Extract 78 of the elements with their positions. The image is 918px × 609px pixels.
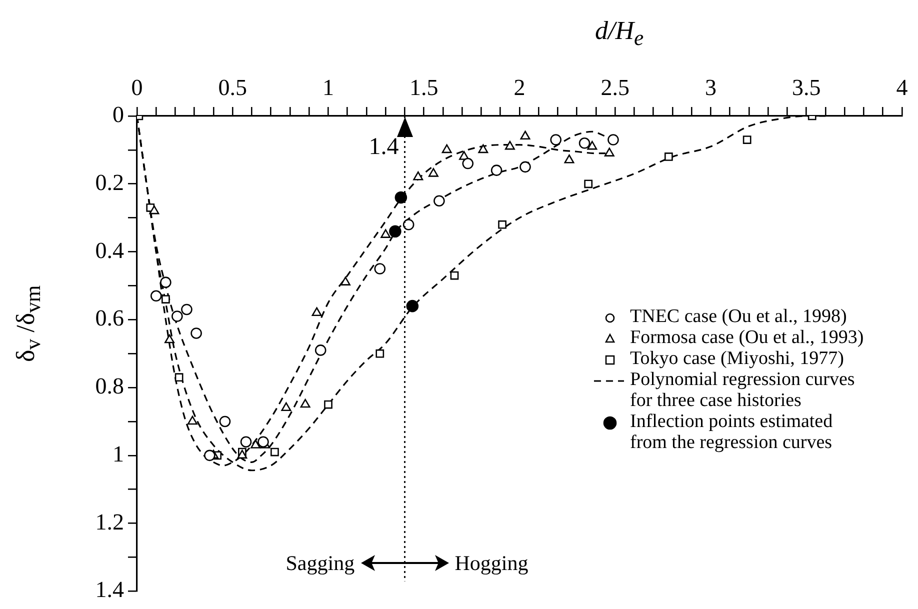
annotation: Sagging	[286, 550, 355, 576]
legend-label: Tokyo case (Miyoshi, 1977)	[630, 348, 844, 369]
point	[258, 436, 269, 448]
point	[459, 151, 470, 160]
x-tick-label: 1.5	[410, 75, 438, 100]
x-tick-label: 2	[514, 75, 526, 100]
point	[160, 276, 172, 288]
point	[187, 416, 198, 425]
point	[380, 229, 391, 238]
point	[442, 144, 452, 154]
point	[520, 130, 530, 140]
legend-label: Formosa case (Ou et al., 1993)	[630, 327, 864, 348]
point	[498, 220, 506, 229]
point	[564, 154, 574, 164]
point	[270, 448, 279, 456]
point	[340, 276, 350, 286]
x-tick-label: 0	[131, 75, 143, 100]
x-tick-label: 3	[705, 75, 716, 100]
point	[164, 334, 174, 344]
point	[190, 328, 202, 339]
x-tick-label: 3.5	[792, 75, 821, 100]
point	[314, 344, 326, 356]
point	[376, 349, 384, 358]
legend-label: Polynomial regression curves for three case histories	[630, 369, 856, 411]
point	[434, 195, 445, 207]
point	[490, 164, 502, 176]
x-tick-label: 2.5	[600, 75, 630, 100]
point	[250, 440, 261, 448]
x-axis-title: d/H$_{e}$	[595, 16, 644, 52]
point	[204, 450, 216, 462]
point	[504, 140, 515, 150]
point	[742, 136, 752, 144]
point	[237, 450, 248, 459]
point	[413, 171, 424, 180]
point	[389, 225, 402, 238]
point	[402, 218, 414, 230]
point	[300, 398, 310, 408]
y-tick-label: 0.2	[95, 170, 124, 195]
point	[608, 134, 619, 146]
annotation: Hogging	[454, 550, 528, 576]
point	[324, 400, 332, 409]
legend-label: Inflection points estimated from the regression curves	[630, 411, 834, 453]
point	[219, 416, 231, 428]
y-tick-label: 1.2	[95, 509, 124, 534]
y-tick-label: 0.8	[95, 374, 124, 399]
point	[181, 304, 192, 316]
point	[394, 191, 408, 204]
point	[664, 152, 673, 161]
ref-line-label: 1.4	[368, 134, 399, 161]
point	[174, 373, 184, 382]
point	[550, 134, 562, 146]
point	[578, 138, 590, 149]
y-tick-label: 1.4	[95, 577, 124, 602]
point	[450, 271, 459, 280]
point	[462, 158, 474, 170]
x-tick-label: 1	[322, 75, 334, 100]
point	[150, 290, 162, 302]
legend-label: TNEC case (Ou et al., 1998)	[630, 306, 847, 327]
point	[149, 205, 160, 214]
point	[428, 168, 438, 177]
point	[478, 144, 488, 154]
point	[587, 140, 598, 150]
x-tick-label: 0.5	[218, 75, 247, 100]
point	[281, 402, 292, 412]
y-tick-label: 0.6	[95, 306, 124, 331]
point	[312, 307, 322, 316]
point	[584, 180, 593, 188]
y-tick-label: 0.4	[95, 238, 124, 263]
y-tick-label: 1	[112, 441, 124, 466]
point	[240, 436, 252, 448]
point	[162, 295, 170, 304]
y-tick-label: 0	[112, 102, 124, 128]
point	[172, 310, 183, 322]
point	[604, 148, 614, 156]
point	[374, 263, 386, 274]
point	[406, 300, 419, 312]
x-tick-label: 4	[896, 75, 908, 100]
point	[520, 161, 531, 173]
